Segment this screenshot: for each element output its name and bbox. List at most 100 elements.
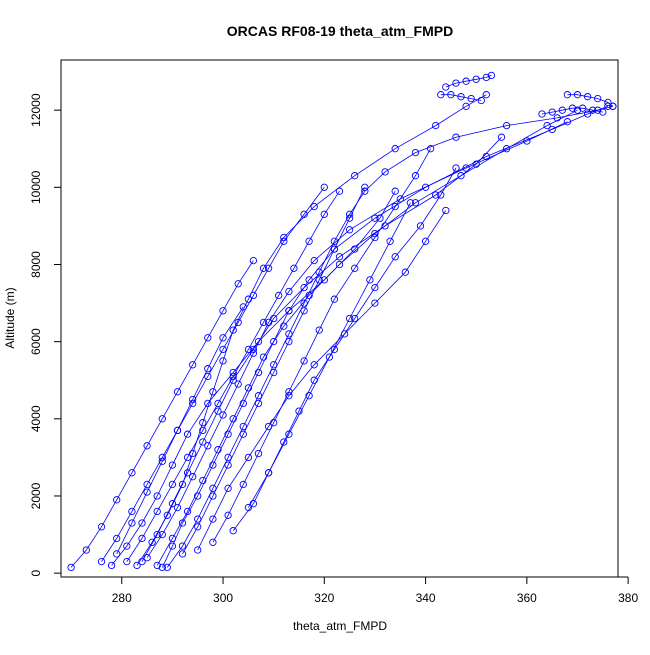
data-point [421, 183, 430, 191]
data-point [204, 372, 212, 381]
data-point [254, 399, 263, 408]
data-point [173, 388, 182, 396]
data-point [594, 94, 602, 103]
data-point [224, 484, 232, 492]
profile-line [111, 191, 396, 566]
data-point [249, 256, 258, 265]
data-point [452, 133, 460, 141]
data-point [351, 172, 359, 180]
data-point [366, 276, 374, 284]
data-point [300, 307, 308, 315]
data-point [558, 106, 566, 114]
y-tick-label: 6000 [29, 328, 43, 355]
data-point [523, 137, 531, 145]
data-point [371, 299, 379, 307]
data-point [487, 71, 496, 80]
data-point [138, 519, 146, 527]
data-point [234, 280, 242, 288]
data-point [123, 557, 131, 566]
data-point [219, 357, 227, 365]
data-point [563, 91, 572, 99]
data-point [143, 442, 151, 450]
data-point [330, 237, 339, 245]
profile-line [212, 148, 431, 543]
data-point [442, 83, 450, 91]
data-point [280, 438, 288, 446]
data-point [452, 164, 460, 172]
data-point [163, 563, 171, 572]
data-point [138, 534, 146, 543]
data-point [477, 96, 485, 105]
data-point [270, 419, 278, 427]
profile-3 [229, 164, 460, 535]
data-point [158, 530, 166, 539]
data-point [229, 415, 237, 423]
data-point [189, 395, 197, 404]
data-point [239, 303, 247, 311]
data-point [335, 187, 344, 195]
profile-7 [209, 145, 435, 546]
data-point [315, 276, 323, 284]
data-point [416, 222, 425, 230]
data-point [315, 326, 323, 334]
profile-line [197, 210, 447, 551]
x-tick-label: 340 [416, 591, 436, 605]
data-point [447, 91, 455, 99]
level-track-line [541, 107, 603, 115]
profile-line [126, 190, 340, 562]
data-point [254, 392, 263, 400]
data-point [234, 380, 242, 388]
data-point [249, 500, 258, 508]
data-point [401, 268, 409, 276]
y-tick-label: 8000 [29, 251, 43, 278]
data-point [158, 457, 166, 465]
data-point [138, 557, 146, 566]
data-point [209, 461, 217, 469]
data-point [543, 121, 551, 130]
data-point [604, 98, 612, 107]
data-point [376, 214, 384, 222]
data-point [148, 538, 156, 546]
data-point [310, 202, 318, 211]
data-point [406, 199, 415, 207]
data-point [411, 172, 420, 180]
data-point [204, 399, 212, 408]
data-point [335, 253, 344, 261]
data-point [320, 210, 328, 218]
data-point [290, 264, 298, 272]
level-track-1 [563, 91, 617, 110]
data-point [371, 233, 379, 242]
data-point [285, 287, 293, 296]
data-point [264, 422, 273, 431]
data-point [254, 337, 263, 346]
data-point [153, 492, 161, 500]
data-point [351, 264, 359, 272]
data-point [285, 392, 293, 400]
data-point [396, 195, 404, 203]
profile-10 [163, 102, 617, 572]
data-point [219, 411, 227, 419]
data-point [178, 480, 187, 489]
data-point [361, 183, 369, 191]
data-point [194, 515, 202, 523]
data-point [264, 469, 273, 477]
data-point [158, 563, 166, 572]
data-point [209, 538, 217, 546]
x-tick-label: 360 [517, 591, 537, 605]
data-point [285, 337, 293, 346]
data-point [97, 523, 106, 531]
profile-6 [178, 183, 369, 558]
data-point [345, 226, 354, 234]
data-point [437, 91, 445, 99]
data-point [563, 118, 572, 126]
y-tick-label: 2000 [29, 482, 43, 509]
data-point [153, 507, 161, 516]
data-point [199, 419, 207, 427]
data-point [239, 480, 247, 489]
data-point [239, 430, 247, 438]
data-point [381, 168, 389, 176]
data-point [442, 206, 450, 215]
data-point [573, 106, 582, 114]
data-point [224, 430, 232, 438]
